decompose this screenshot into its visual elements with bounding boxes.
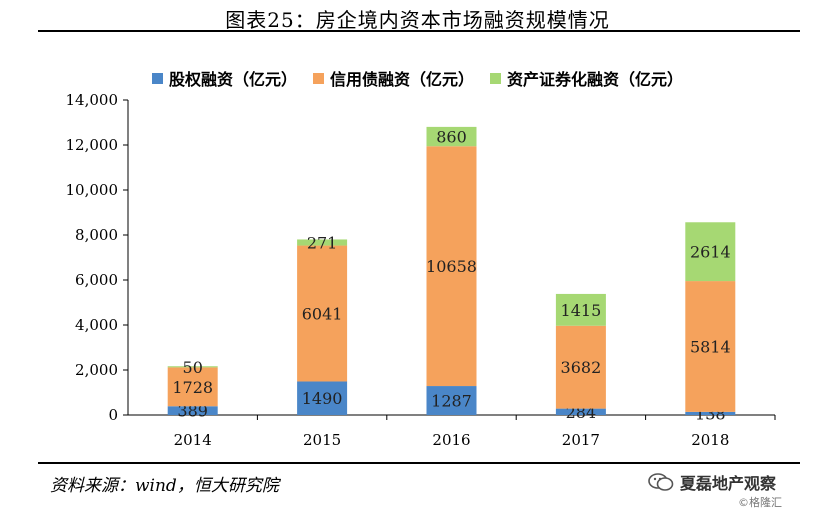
x-tick-label: 2016: [432, 431, 470, 449]
data-label: 2614: [690, 243, 731, 262]
bar-segment: [685, 281, 736, 412]
legend-item: 信用债融资（亿元）: [312, 66, 474, 90]
bar-segment: [297, 381, 348, 415]
legend-label: 股权融资（亿元）: [168, 70, 297, 89]
data-label: 1490: [302, 389, 343, 408]
y-tick-label: 10,000: [66, 181, 119, 199]
bar-segment: [297, 239, 348, 246]
bar-segment: [426, 386, 477, 415]
bar-segment: [555, 408, 606, 415]
watermark: ©格隆汇: [738, 496, 782, 509]
data-label: 1287: [431, 392, 472, 411]
data-label: 5814: [690, 337, 731, 356]
bar-segment: [297, 245, 348, 382]
legend-label: 资产证券化融资（亿元）: [507, 70, 684, 89]
x-tick-label: 2018: [691, 431, 729, 449]
y-tick-label: 4,000: [75, 316, 118, 334]
bar-segment: [685, 411, 736, 415]
legend-label: 信用债融资（亿元）: [329, 70, 474, 89]
y-tick-label: 6,000: [75, 271, 118, 289]
chart-title: 图表25：房企境内资本市场融资规模情况: [225, 8, 610, 32]
x-tick-label: 2015: [303, 431, 341, 449]
bar-segment: [167, 406, 218, 415]
y-tick-label: 2,000: [75, 361, 118, 379]
title-divider: [38, 30, 800, 32]
bar-segment: [555, 325, 606, 409]
bar-segment: [167, 366, 218, 368]
data-label: 1415: [561, 301, 602, 320]
data-label: 389: [177, 402, 208, 421]
legend-swatch: [151, 72, 163, 84]
bar-segment: [167, 367, 218, 407]
source-note: 资料来源：wind，恒大研究院: [50, 476, 279, 496]
x-tick-label: 2014: [174, 431, 212, 449]
bar-segment: [555, 293, 606, 326]
legend-item: 资产证券化融资（亿元）: [490, 66, 683, 90]
wechat-icon: [648, 473, 674, 491]
y-tick-label: 8,000: [75, 226, 118, 244]
x-tick-label: 2017: [562, 431, 600, 449]
footer-divider: [38, 462, 800, 464]
data-label: 271: [307, 234, 338, 253]
legend-item: 股权融资（亿元）: [151, 66, 297, 90]
data-label: 50: [183, 358, 203, 377]
data-label: 1728: [172, 378, 213, 397]
y-tick-label: 0: [108, 406, 118, 424]
y-tick-label: 14,000: [66, 91, 119, 109]
data-label: 6041: [302, 305, 343, 324]
chart-legend: 股权融资（亿元） 信用债融资（亿元） 资产证券化融资（亿元）: [0, 66, 835, 90]
data-label: 860: [436, 128, 467, 147]
bar-segment: [426, 146, 477, 387]
legend-swatch: [312, 72, 324, 84]
legend-swatch: [490, 72, 501, 84]
brand-name: 夏磊地产观察: [680, 474, 777, 493]
brand-tag: 夏磊地产观察: [648, 470, 776, 494]
y-tick-label: 12,000: [66, 136, 119, 154]
bar-segment: [426, 126, 477, 147]
data-label: 3682: [561, 358, 602, 377]
data-label: 10658: [426, 257, 477, 276]
bar-segment: [685, 222, 736, 282]
